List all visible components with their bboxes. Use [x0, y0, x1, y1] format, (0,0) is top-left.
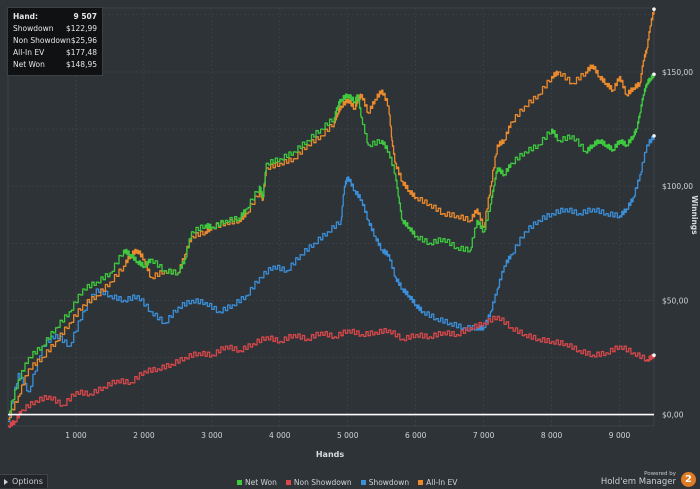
stats-label: All-In EV [13, 48, 45, 57]
legend-item-all-in-ev[interactable]: All-In EV [418, 476, 457, 488]
powered-by-text: Powered by [644, 471, 676, 477]
stats-row-all-in-ev: All-In EV $177,48 [13, 47, 97, 59]
x-tick-label: 7 000 [473, 431, 495, 440]
holdem-manager-logo-icon: 2 [681, 472, 696, 487]
stats-value: $177,48 [65, 48, 97, 57]
stats-row-net-won: Net Won $148,95 [13, 59, 97, 71]
legend-item-net-won[interactable]: Net Won [237, 476, 277, 488]
series-end-point [652, 7, 656, 11]
legend-swatch [237, 479, 242, 485]
legend-item-showdown[interactable]: Showdown [360, 476, 410, 488]
x-tick-label: 5 000 [337, 431, 359, 440]
y-tick-label: $50,00 [662, 296, 688, 305]
x-tick-label: 1 000 [65, 431, 87, 440]
legend-item-non-showdown[interactable]: Non Showdown [285, 476, 352, 488]
series-end-point [652, 353, 656, 357]
stats-label: Net Won [13, 60, 45, 69]
brand-mark: Powered by Hold'em Manager [601, 471, 676, 487]
stats-value: $122,99 [65, 24, 97, 33]
legend-label: Showdown [368, 477, 410, 487]
series-line-all-in-ev [8, 9, 655, 420]
stats-panel: Hand: 9 507 Showdown $122,99 Non Showdow… [7, 7, 103, 76]
legend-swatch [285, 479, 291, 485]
stats-label: Non Showdown [13, 36, 71, 45]
stats-value: 9 507 [73, 12, 98, 21]
stats-row-non-showdown: Non Showdown $25,96 [13, 35, 97, 47]
legend-swatch [360, 479, 366, 485]
legend-label: Non Showdown [293, 477, 352, 487]
series-end-point [652, 134, 656, 138]
series-line-non-showdown [8, 315, 655, 429]
legend-label: All-In EV [426, 477, 458, 487]
stats-row-hands: Hand: 9 507 [13, 11, 97, 23]
options-label: Options [12, 477, 43, 486]
stats-label: Showdown [13, 24, 54, 33]
options-button[interactable]: Options [0, 474, 48, 488]
brand-name: Hold'em Manager [600, 477, 676, 487]
y-axis-label: Winnings [690, 195, 699, 235]
x-tick-label: 8 000 [541, 431, 563, 440]
x-tick-label: 2 000 [133, 431, 155, 440]
chart-legend: Net Won Non Showdown Showdown All-In EV [237, 476, 457, 488]
x-tick-labels: 1 000 2 000 3 000 4 000 5 000 6 000 7 000 8 000… [65, 431, 630, 440]
stats-row-showdown: Showdown $122,99 [13, 23, 97, 35]
series-line-net-won [8, 72, 655, 416]
x-axis-label: Hands [316, 450, 345, 459]
y-tick-label: $100,00 [662, 182, 693, 191]
y-tick-label: $150,00 [662, 68, 693, 77]
expand-triangle-icon [4, 478, 8, 485]
x-tick-label: 4 000 [269, 431, 291, 440]
stats-value: $25,96 [70, 36, 98, 45]
series-line-showdown [8, 135, 655, 423]
plot-frame [7, 7, 655, 427]
y-tick-labels: $0,00 $50,00 $100,00 $150,00 [662, 68, 693, 420]
x-tick-label: 3 000 [201, 431, 223, 440]
series-end-point [652, 72, 656, 77]
x-tick-label: 9 000 [609, 431, 631, 440]
legend-label: Net Won [245, 477, 277, 487]
stats-value: $148,95 [65, 60, 97, 69]
series-lines [8, 7, 656, 429]
legend-swatch [418, 479, 424, 485]
stats-label: Hand: [13, 12, 39, 21]
y-tick-label: $0,00 [662, 411, 684, 420]
x-tick-label: 6 000 [405, 431, 427, 440]
